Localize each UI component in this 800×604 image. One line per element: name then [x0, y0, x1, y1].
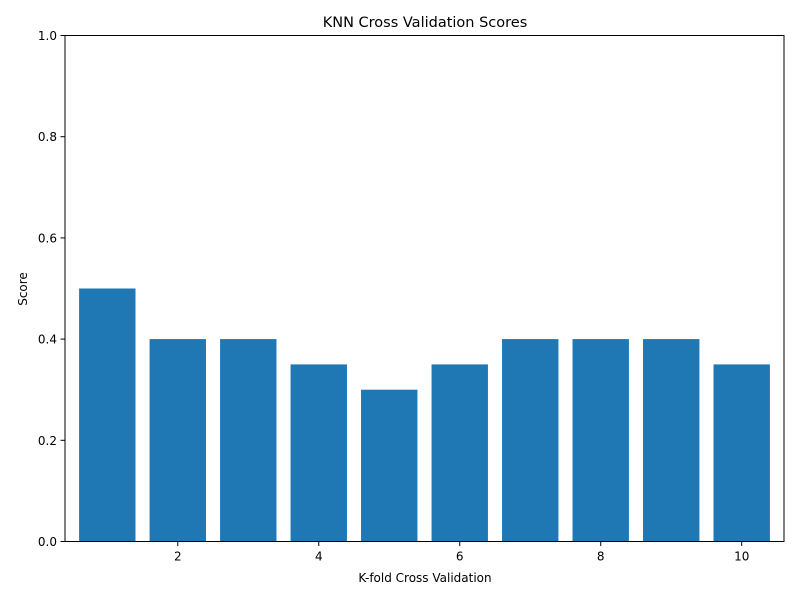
x-tick-label: 8: [597, 550, 605, 564]
y-tick-label: 0.0: [38, 535, 57, 549]
chart-title: KNN Cross Validation Scores: [323, 15, 528, 31]
x-tick-label: 2: [174, 550, 182, 564]
y-tick-label: 0.2: [38, 434, 57, 448]
y-tick-label: 0.4: [38, 333, 57, 347]
y-axis-label: Score: [16, 272, 30, 306]
x-axis-ticks: 2 4 6 8 10: [174, 541, 749, 564]
bar-fold-1: [79, 288, 136, 542]
plot-frame: [64, 35, 785, 542]
bar-fold-2: [149, 339, 206, 542]
x-axis-label: K-fold Cross Validation: [358, 571, 491, 585]
y-tick-label: 1.0: [38, 29, 57, 43]
bar-fold-6: [431, 364, 488, 542]
x-tick-label: 6: [456, 550, 464, 564]
y-axis-ticks: 0.0 0.2 0.4 0.6 0.8 1.0: [38, 29, 65, 549]
bar-fold-4: [290, 364, 347, 542]
bar-fold-8: [572, 339, 629, 542]
bar-fold-3: [220, 339, 277, 542]
x-tick-label: 4: [315, 550, 323, 564]
bar-fold-9: [643, 339, 700, 542]
x-tick-label: 10: [734, 550, 749, 564]
bars: [79, 288, 770, 542]
y-tick-label: 0.6: [38, 231, 57, 245]
bar-fold-7: [502, 339, 559, 542]
bar-fold-5: [361, 389, 418, 542]
bar-fold-10: [713, 364, 770, 542]
y-tick-label: 0.8: [38, 130, 57, 144]
